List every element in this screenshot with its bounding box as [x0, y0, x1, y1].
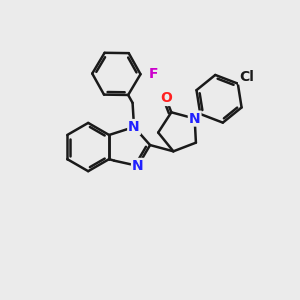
Text: O: O: [160, 91, 172, 105]
Text: F: F: [149, 68, 158, 81]
Text: N: N: [189, 112, 200, 126]
Text: Cl: Cl: [239, 70, 254, 84]
Text: N: N: [128, 120, 140, 134]
Text: N: N: [132, 159, 144, 173]
